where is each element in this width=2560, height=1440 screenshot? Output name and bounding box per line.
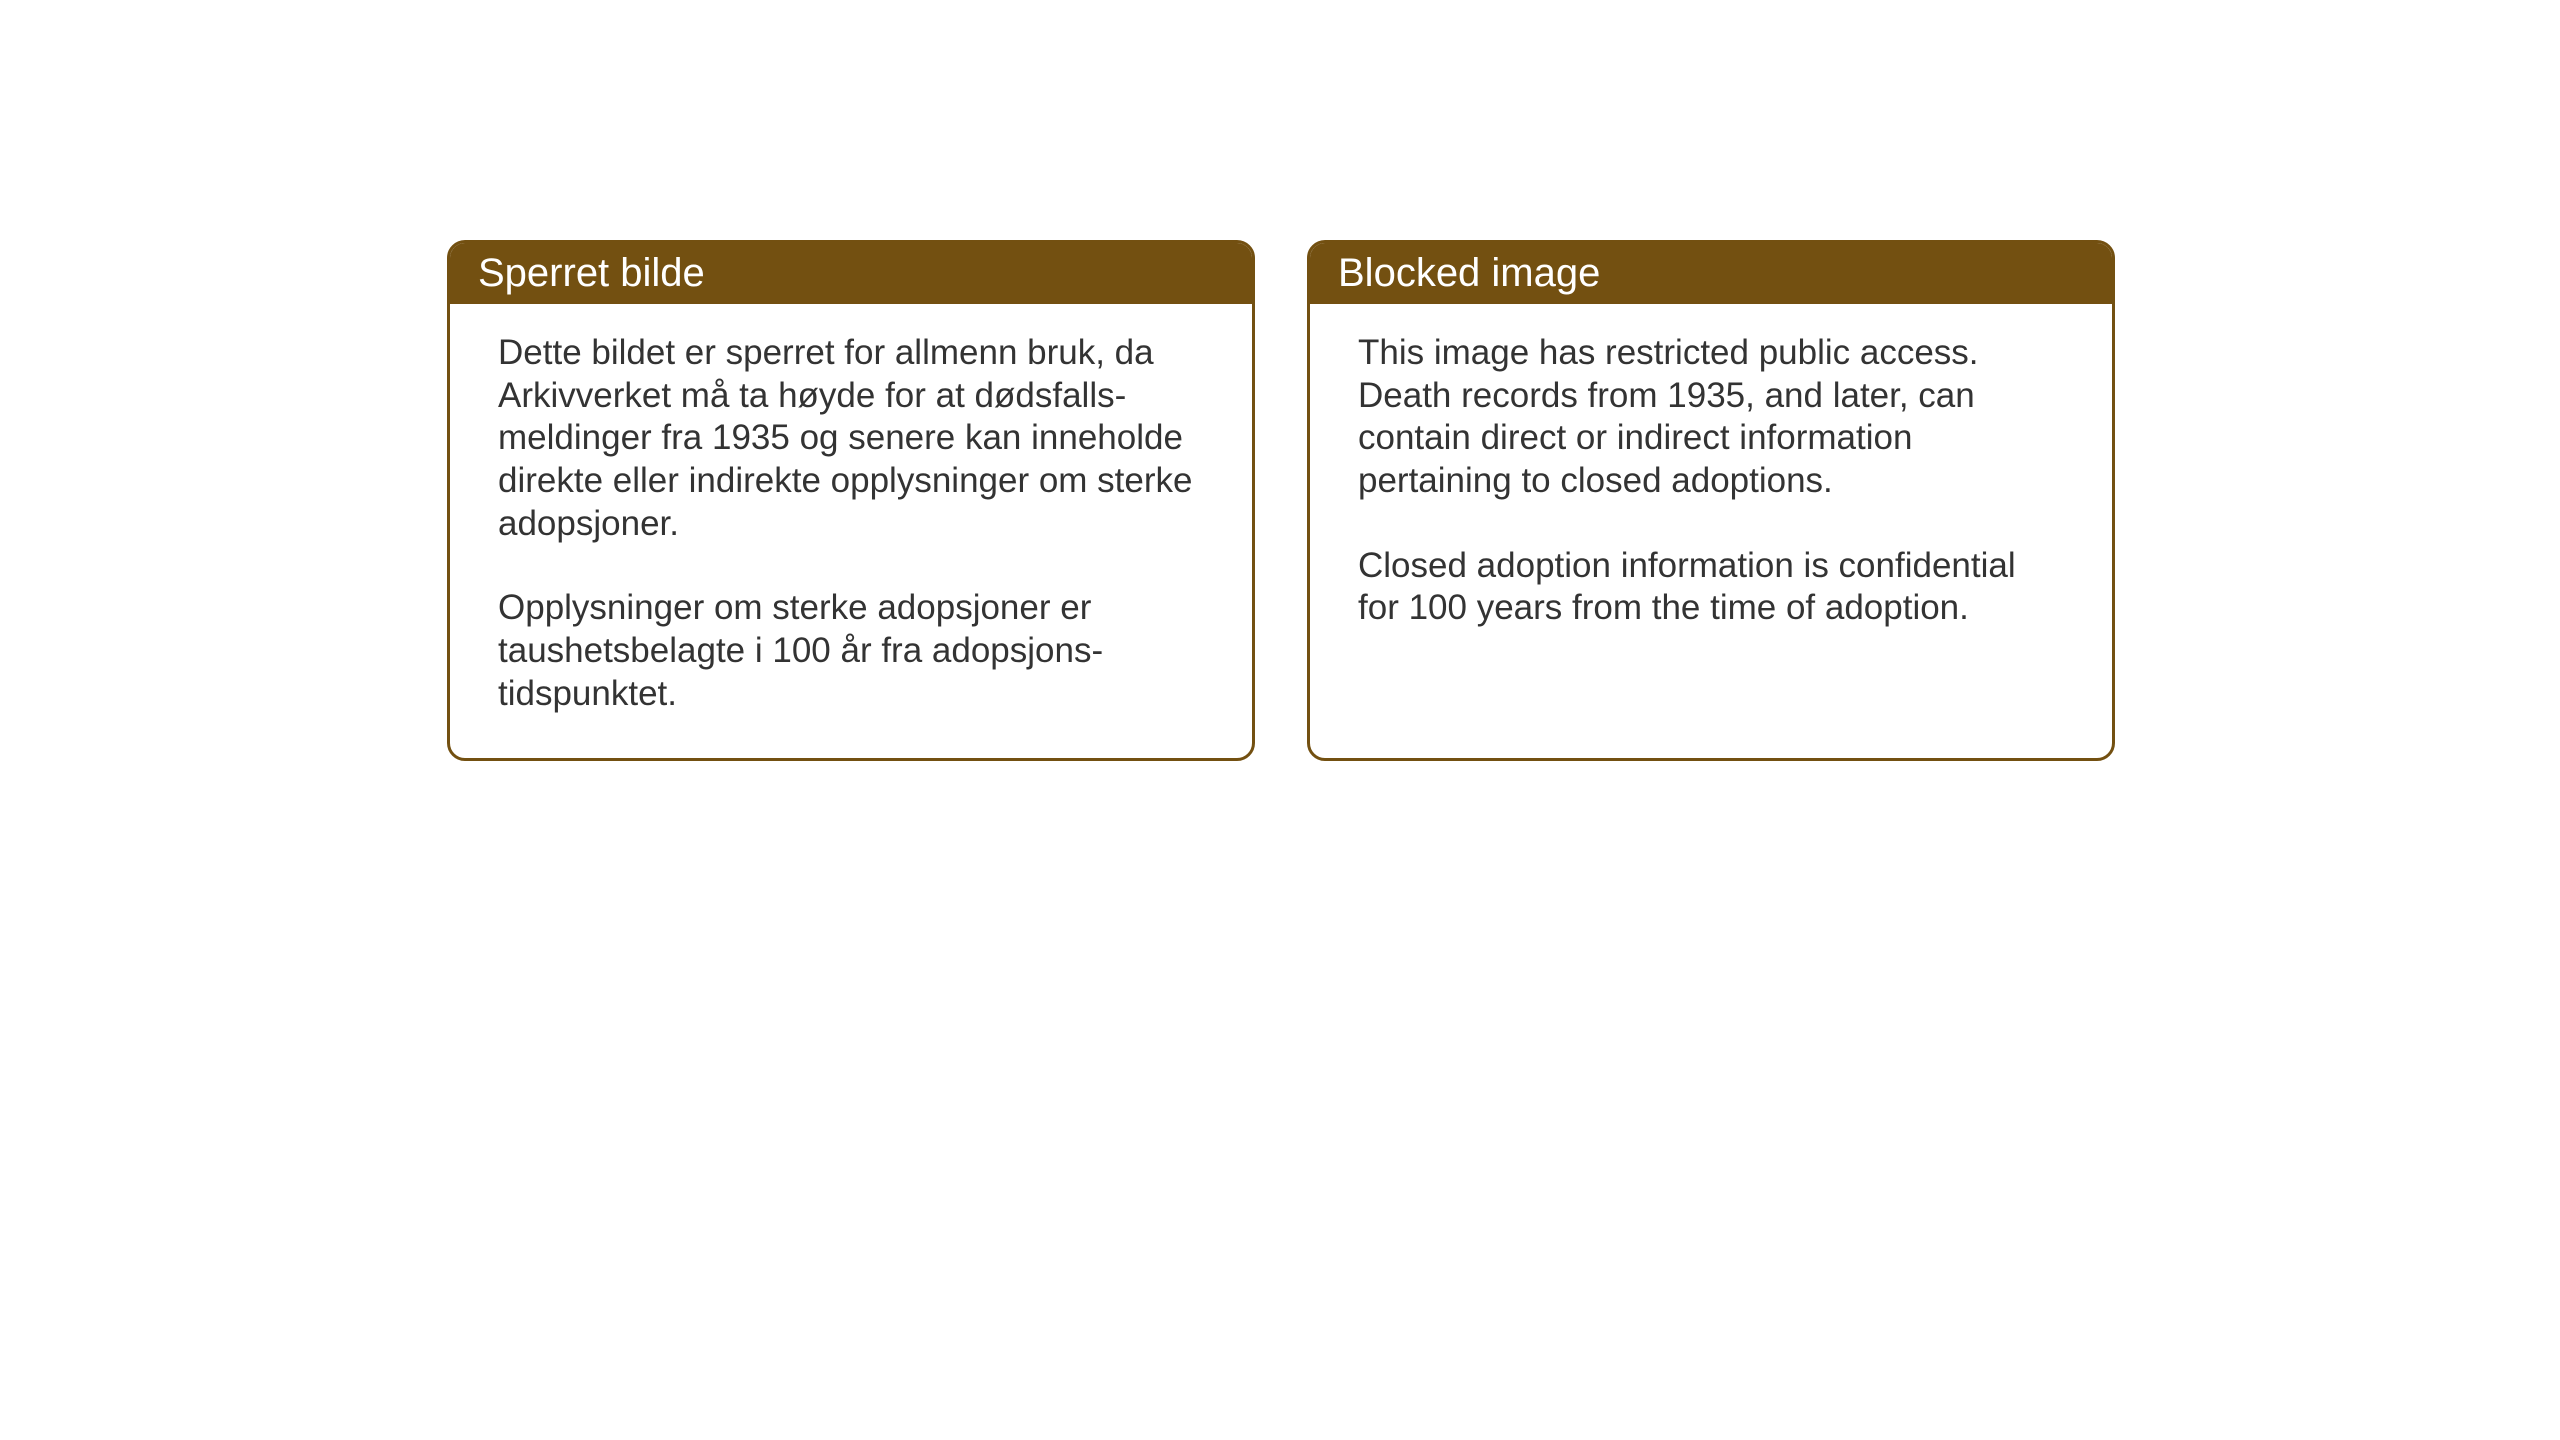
notice-body-english: This image has restricted public access.… bbox=[1310, 304, 2112, 672]
notice-header-english: Blocked image bbox=[1310, 243, 2112, 304]
notice-paragraph-2-norwegian: Opplysninger om sterke adopsjoner er tau… bbox=[498, 587, 1204, 715]
notice-paragraph-1-norwegian: Dette bildet er sperret for allmenn bruk… bbox=[498, 332, 1204, 545]
notice-header-norwegian: Sperret bilde bbox=[450, 243, 1252, 304]
notice-box-english: Blocked image This image has restricted … bbox=[1307, 240, 2115, 761]
notice-paragraph-2-english: Closed adoption information is confident… bbox=[1358, 545, 2064, 630]
notice-title-norwegian: Sperret bilde bbox=[478, 251, 705, 295]
notice-container: Sperret bilde Dette bildet er sperret fo… bbox=[447, 240, 2115, 761]
notice-box-norwegian: Sperret bilde Dette bildet er sperret fo… bbox=[447, 240, 1255, 761]
notice-title-english: Blocked image bbox=[1338, 251, 1600, 295]
notice-body-norwegian: Dette bildet er sperret for allmenn bruk… bbox=[450, 304, 1252, 758]
notice-paragraph-1-english: This image has restricted public access.… bbox=[1358, 332, 2064, 503]
